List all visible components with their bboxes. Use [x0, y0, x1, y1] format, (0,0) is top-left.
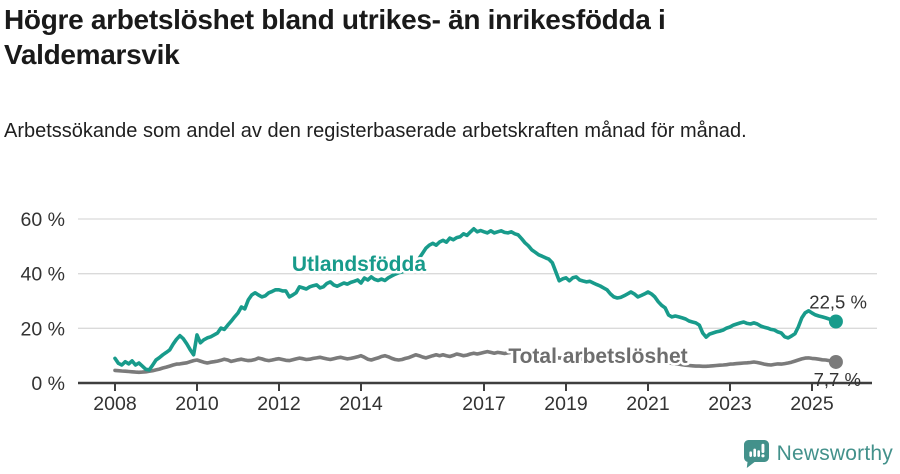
x-tick-label: 2023	[708, 393, 751, 415]
x-tick-label: 2017	[462, 393, 505, 415]
chart-title: Högre arbetslöshet bland utrikes- än inr…	[4, 4, 666, 70]
newsworthy-logo: Newsworthy	[743, 439, 893, 468]
x-tick-label: 2008	[93, 393, 136, 415]
x-tick-label: 2012	[257, 393, 300, 415]
x-tick-label: 2010	[175, 393, 219, 415]
x-tick-label: 2021	[626, 393, 669, 415]
newsworthy-brand-text: Newsworthy	[776, 441, 893, 465]
y-axis-label: 40 %	[21, 264, 65, 286]
end-value-label: 22,5 %	[809, 292, 867, 313]
series-line-total	[113, 349, 838, 375]
series-line-utlandsfodda	[113, 227, 838, 372]
chart-subtitle: Arbetssökande som andel av den registerb…	[4, 120, 747, 142]
end-dot-utlandsfodda	[828, 314, 843, 329]
y-axis-label: 60 %	[21, 209, 65, 231]
series-label: Total arbetslöshet	[508, 345, 687, 368]
speech-bubble-shape	[743, 440, 769, 468]
y-axis-label: 20 %	[21, 318, 65, 340]
y-axis-label: 0 %	[31, 373, 65, 395]
logo-chart-bars	[749, 443, 765, 458]
x-tick-label: 2014	[339, 393, 383, 415]
series-label: Utlandsfödda	[292, 253, 426, 276]
newsworthy-logo-icon	[743, 440, 769, 468]
end-dot-total	[828, 354, 843, 369]
x-tick-label: 2025	[790, 393, 834, 415]
x-tick-label: 2019	[544, 393, 587, 415]
end-value-label: 7,7 %	[814, 369, 861, 390]
